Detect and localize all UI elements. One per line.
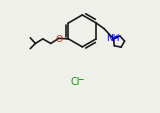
- Text: O: O: [55, 35, 62, 43]
- Text: Cl: Cl: [71, 76, 80, 86]
- Text: NH: NH: [106, 34, 119, 42]
- Text: −: −: [77, 74, 84, 83]
- Text: +: +: [113, 34, 119, 40]
